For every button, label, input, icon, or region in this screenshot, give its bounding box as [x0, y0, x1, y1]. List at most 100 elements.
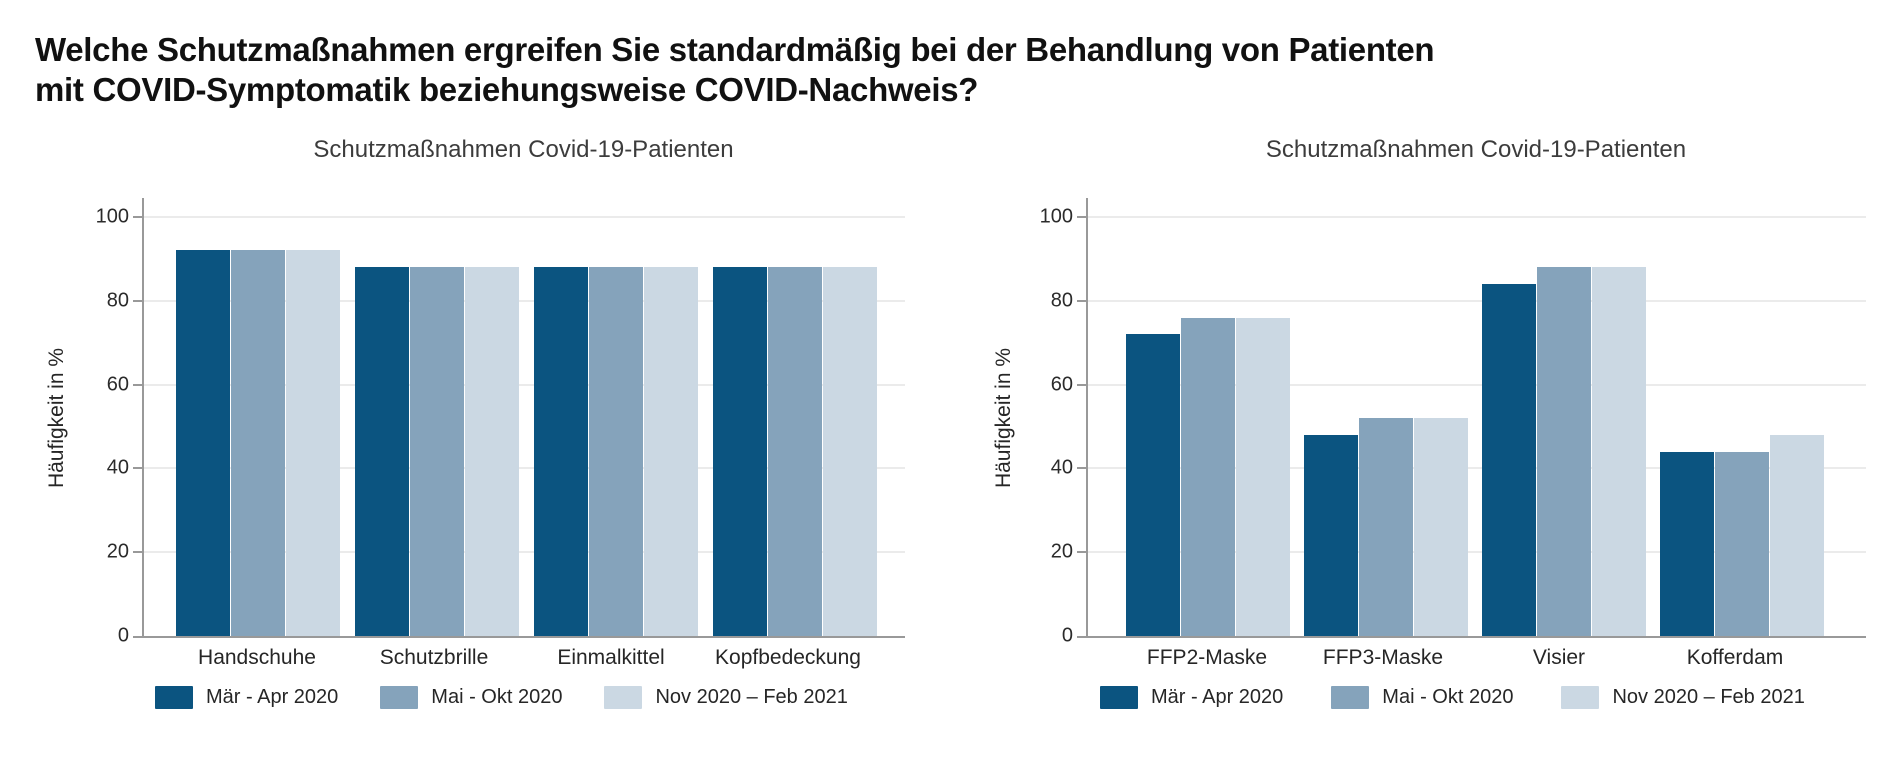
legend-swatch [1100, 686, 1138, 709]
y-tick-label-40: 40 [106, 456, 129, 479]
x-axis-labels: FFP2-Maske FFP3-Maske Visier Kofferdam [1088, 646, 1866, 670]
y-tick-label-60: 60 [1050, 373, 1073, 396]
y-tickmark-20 [133, 551, 142, 554]
x-category-label-Kofferdam: Kofferdam [1686, 646, 1784, 669]
gridline-20 [1088, 551, 1866, 554]
y-tick-label-60: 60 [106, 373, 129, 396]
x-category-label-FFP2-Maske: FFP2-Maske [1146, 646, 1268, 669]
bar-FFP3-Maske-Mai - Okt 2020 [1359, 418, 1413, 636]
bar-Schutzbrille-Mai - Okt 2020 [410, 267, 464, 636]
bar-Kofferdam-Nov 2020 – Feb 2021 [1770, 434, 1824, 636]
bar-Schutzbrille-Nov 2020 – Feb 2021 [465, 267, 519, 636]
gridline-80 [144, 299, 905, 302]
page-title-line1: Welche Schutzmaßnahmen ergreifen Sie sta… [35, 31, 1435, 68]
y-tick-label-0: 0 [117, 624, 129, 647]
gridline-100 [1088, 215, 1866, 218]
y-tick-label-40: 40 [1050, 456, 1073, 479]
legend-item: Mär - Apr 2020 [1100, 686, 1283, 709]
y-tick-label-20: 20 [1050, 540, 1073, 563]
x-category-label-Handschuhe: Handschuhe [198, 646, 316, 669]
bar-group-Visier [1482, 267, 1646, 636]
legend-swatch [155, 686, 193, 709]
bar-Kofferdam-Mai - Okt 2020 [1715, 451, 1769, 636]
legend-left: Mär - Apr 2020 Mai - Okt 2020 Nov 2020 – F… [155, 686, 848, 709]
bar-Einmalkittel-Mai - Okt 2020 [589, 267, 643, 636]
y-tickmark-80 [1077, 299, 1086, 302]
x-axis-labels: Handschuhe Schutzbrille Einmalkittel Kopfbe… [144, 646, 905, 670]
gridline-60 [1088, 383, 1866, 386]
bar-Visier-Mär - Apr 2020 [1482, 284, 1536, 636]
y-tick-label-20: 20 [106, 540, 129, 563]
bar-plot-left: 0 20 40 60 80 100 Handschuhe Schutzbrille Einmal… [96, 198, 905, 669]
y-axis-label-left: Häufigkeit in % [45, 347, 68, 489]
bar-Kopfbedeckung-Mär - Apr 2020 [713, 267, 767, 636]
legend-item: Mär - Apr 2020 [155, 686, 338, 709]
chart-title-left: Schutzmaßnahmen Covid-19-Patienten [313, 136, 734, 163]
bar-Kopfbedeckung-Mai - Okt 2020 [768, 267, 822, 636]
bar-group-FFP2-Maske [1126, 317, 1290, 636]
y-tick-label-100: 100 [95, 205, 129, 228]
gridline-40 [1088, 467, 1866, 470]
y-tickmark-100 [1077, 215, 1086, 218]
bar-FFP2-Maske-Mai - Okt 2020 [1181, 317, 1235, 636]
bar-group-Kofferdam [1660, 434, 1824, 636]
y-tickmark-80 [133, 299, 142, 302]
bar-groups [1088, 198, 1866, 636]
x-category-label-FFP3-Maske: FFP3-Maske [1322, 646, 1444, 669]
y-tick-label-80: 80 [106, 289, 129, 312]
page-title: Welche Schutzmaßnahmen ergreifen Sie sta… [35, 30, 1435, 111]
y-axis-label-right: Häufigkeit in % [992, 347, 1015, 489]
y-tickmark-0 [133, 636, 142, 638]
y-tickmark-60 [1077, 383, 1086, 386]
bar-FFP3-Maske-Nov 2020 – Feb 2021 [1414, 418, 1468, 636]
bar-group-Einmalkittel [534, 267, 698, 636]
y-tickmark-20 [1077, 551, 1086, 554]
legend-swatch [380, 686, 419, 709]
legend-label: Mai - Okt 2020 [1382, 686, 1514, 708]
gridline-100 [144, 215, 905, 218]
chart-title-right: Schutzmaßnahmen Covid-19-Patienten [1265, 136, 1687, 163]
legend-item: Nov 2020 – Feb 2021 [604, 686, 848, 709]
legend-label: Mär - Apr 2020 [206, 686, 339, 708]
legend-swatch [1331, 686, 1370, 709]
bar-Handschuhe-Mär - Apr 2020 [176, 250, 230, 636]
bar-Einmalkittel-Mär - Apr 2020 [534, 267, 588, 636]
bar-FFP2-Maske-Mär - Apr 2020 [1126, 334, 1180, 636]
legend-label: Nov 2020 – Feb 2021 [1612, 686, 1805, 708]
bar-Kofferdam-Mär - Apr 2020 [1660, 451, 1714, 636]
bar-Handschuhe-Nov 2020 – Feb 2021 [286, 250, 340, 636]
gridline-60 [144, 383, 905, 386]
y-tickmark-0 [1077, 636, 1086, 638]
legend-label: Mär - Apr 2020 [1151, 686, 1284, 708]
y-tickmark-40 [1077, 467, 1086, 470]
bar-group-Kopfbedeckung [713, 267, 877, 636]
legend-item: Mai - Okt 2020 [1331, 686, 1513, 709]
bar-FFP3-Maske-Mär - Apr 2020 [1304, 434, 1358, 636]
legend-item: Mai - Okt 2020 [380, 686, 562, 709]
legend-item: Nov 2020 – Feb 2021 [1561, 686, 1805, 709]
legend-right: Mär - Apr 2020 Mai - Okt 2020 Nov 2020 – F… [1100, 686, 1805, 709]
bar-plot-right: 0 20 40 60 80 100 FFP2-Maske FFP3-Maske Visier Ko… [1040, 198, 1866, 669]
bar-group-Handschuhe [176, 250, 340, 636]
bar-group-Schutzbrille [355, 267, 519, 636]
legend-swatch [1561, 686, 1600, 709]
bar-Handschuhe-Mai - Okt 2020 [231, 250, 285, 636]
bar-Einmalkittel-Nov 2020 – Feb 2021 [644, 267, 698, 636]
gridline-20 [144, 551, 905, 554]
page-title-line2: mit COVID-Symptomatik beziehungsweise CO… [35, 71, 979, 109]
gridline-40 [144, 467, 905, 470]
bar-Visier-Mai - Okt 2020 [1537, 267, 1591, 636]
y-tick-label-0: 0 [1061, 624, 1073, 647]
y-tickmark-40 [133, 467, 142, 470]
x-category-label-Visier: Visier [1532, 646, 1586, 669]
y-tickmark-60 [133, 383, 142, 386]
gridline-80 [1088, 299, 1866, 302]
x-category-label-Kopfbedeckung: Kopfbedeckung [715, 646, 861, 669]
legend-label: Mai - Okt 2020 [431, 686, 563, 708]
bar-FFP2-Maske-Nov 2020 – Feb 2021 [1236, 317, 1290, 636]
bar-Kopfbedeckung-Nov 2020 – Feb 2021 [823, 267, 877, 636]
y-tick-label-80: 80 [1050, 289, 1073, 312]
y-tickmark-100 [133, 215, 142, 218]
x-category-label-Schutzbrille: Schutzbrille [379, 646, 489, 669]
